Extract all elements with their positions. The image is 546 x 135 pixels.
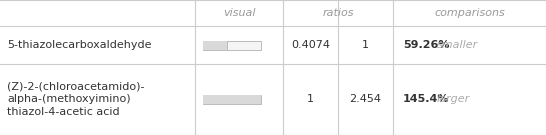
Text: (Z)-2-(chloroacetamido)-
alpha-(methoxyimino)
thiazol-4-acetic acid: (Z)-2-(chloroacetamido)- alpha-(methoxyi… xyxy=(7,82,145,117)
Text: 59.26%: 59.26% xyxy=(403,40,449,50)
Text: comparisons: comparisons xyxy=(434,8,505,18)
Text: 1: 1 xyxy=(362,40,369,50)
Text: 5-thiazolecarboxaldehyde: 5-thiazolecarboxaldehyde xyxy=(7,40,151,50)
Bar xyxy=(203,40,227,50)
Text: 0.4074: 0.4074 xyxy=(291,40,330,50)
Text: 2.454: 2.454 xyxy=(349,94,382,104)
Text: visual: visual xyxy=(223,8,255,18)
Text: smaller: smaller xyxy=(437,40,478,50)
Bar xyxy=(203,40,261,50)
Text: 1: 1 xyxy=(307,94,314,104)
Bar xyxy=(203,95,261,104)
Text: ratios: ratios xyxy=(322,8,354,18)
Text: larger: larger xyxy=(437,94,470,104)
Bar xyxy=(203,95,261,104)
Text: 145.4%: 145.4% xyxy=(403,94,449,104)
